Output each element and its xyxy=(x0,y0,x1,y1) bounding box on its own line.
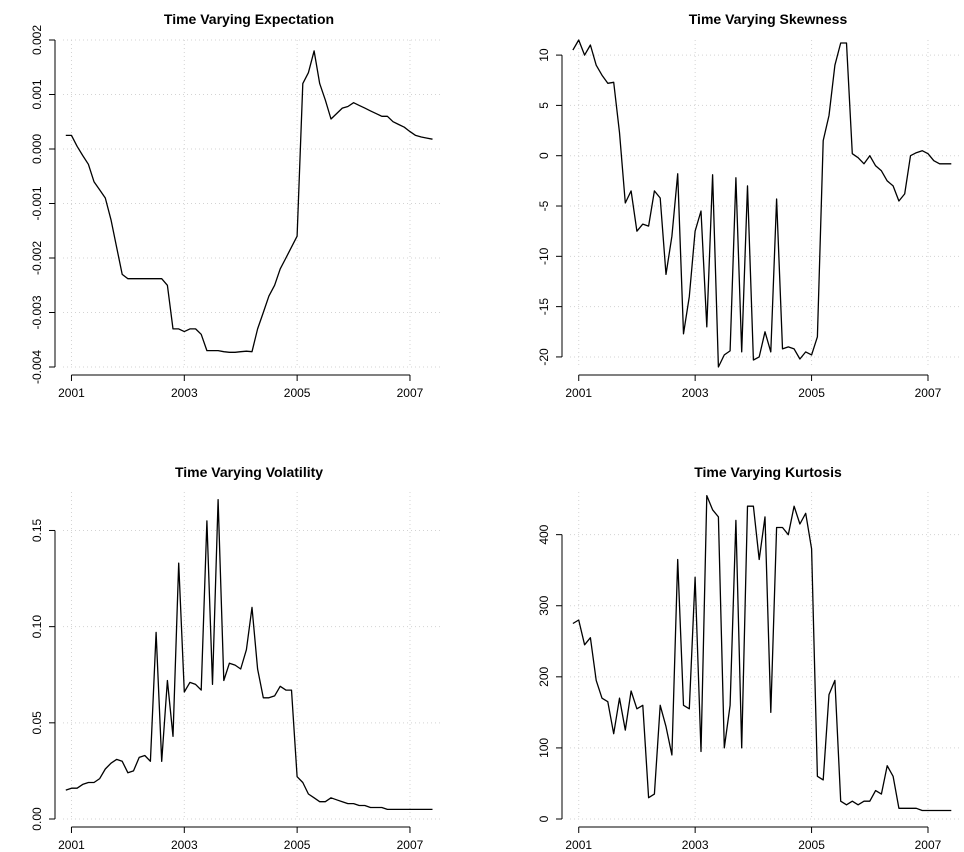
y-tick-label: -0.002 xyxy=(30,241,44,275)
y-tick-label: 0.10 xyxy=(30,615,44,639)
chart-title: Time Varying Skewness xyxy=(689,11,848,27)
y-tick-label: 0.05 xyxy=(30,711,44,735)
x-tick-label: 2003 xyxy=(682,386,709,400)
y-tick-label: 0.000 xyxy=(30,134,44,164)
panel-expectation: Time Varying Expectation 2001 2003 2005 200… xyxy=(30,11,441,400)
y-tick-label: -0.004 xyxy=(30,350,44,384)
y-tick-label: 10 xyxy=(537,48,551,62)
x-tick-label: 2001 xyxy=(58,838,85,852)
panel-volatility: Time Varying Volatility 2001 2003 2005 2007… xyxy=(30,464,441,852)
x-tick-label: 2003 xyxy=(682,838,709,852)
chart-title: Time Varying Volatility xyxy=(175,464,323,480)
y-tick-label: 0.00 xyxy=(30,807,44,831)
y-tick-label: 0.002 xyxy=(30,25,44,55)
y-tick-label: 400 xyxy=(537,524,551,544)
series-line xyxy=(65,499,433,811)
x-tick-label: 2001 xyxy=(565,838,592,852)
y-tick-label: 0 xyxy=(537,815,551,822)
y-tick-label: 0.15 xyxy=(30,518,44,542)
x-tick-label: 2007 xyxy=(397,838,424,852)
y-tick-label: 200 xyxy=(537,666,551,686)
y-tick-label: -5 xyxy=(537,200,551,211)
y-tick-label: 0 xyxy=(537,152,551,159)
y-tick-label: -0.003 xyxy=(30,295,44,329)
x-tick-label: 2005 xyxy=(284,838,311,852)
y-tick-label: 100 xyxy=(537,738,551,758)
x-tick-label: 2003 xyxy=(171,838,198,852)
panel-skewness: Time Varying Skewness 2001 2003 2005 2007 -2… xyxy=(537,11,960,400)
y-tick-label: -15 xyxy=(537,298,551,316)
y-tick-label: -10 xyxy=(537,247,551,265)
y-tick-label: -0.001 xyxy=(30,186,44,220)
y-tick-label: -20 xyxy=(537,348,551,366)
y-tick-label: 0.001 xyxy=(30,79,44,109)
x-tick-label: 2001 xyxy=(58,386,85,400)
chart-title: Time Varying Expectation xyxy=(164,11,334,27)
panel-kurtosis: Time Varying Kurtosis 2001 2003 2005 2007 0 1… xyxy=(537,464,960,852)
series-line xyxy=(65,50,433,353)
series-line xyxy=(572,494,952,812)
x-tick-label: 2007 xyxy=(397,386,424,400)
x-tick-label: 2003 xyxy=(171,386,198,400)
x-tick-label: 2007 xyxy=(915,386,942,400)
x-tick-label: 2007 xyxy=(915,838,942,852)
y-tick-label: 5 xyxy=(537,102,551,109)
y-tick-label: 300 xyxy=(537,595,551,615)
x-tick-label: 2005 xyxy=(798,386,825,400)
x-tick-label: 2005 xyxy=(798,838,825,852)
chart-title: Time Varying Kurtosis xyxy=(694,464,842,480)
x-tick-label: 2005 xyxy=(284,386,311,400)
x-tick-label: 2001 xyxy=(565,386,592,400)
series-line xyxy=(572,39,952,368)
